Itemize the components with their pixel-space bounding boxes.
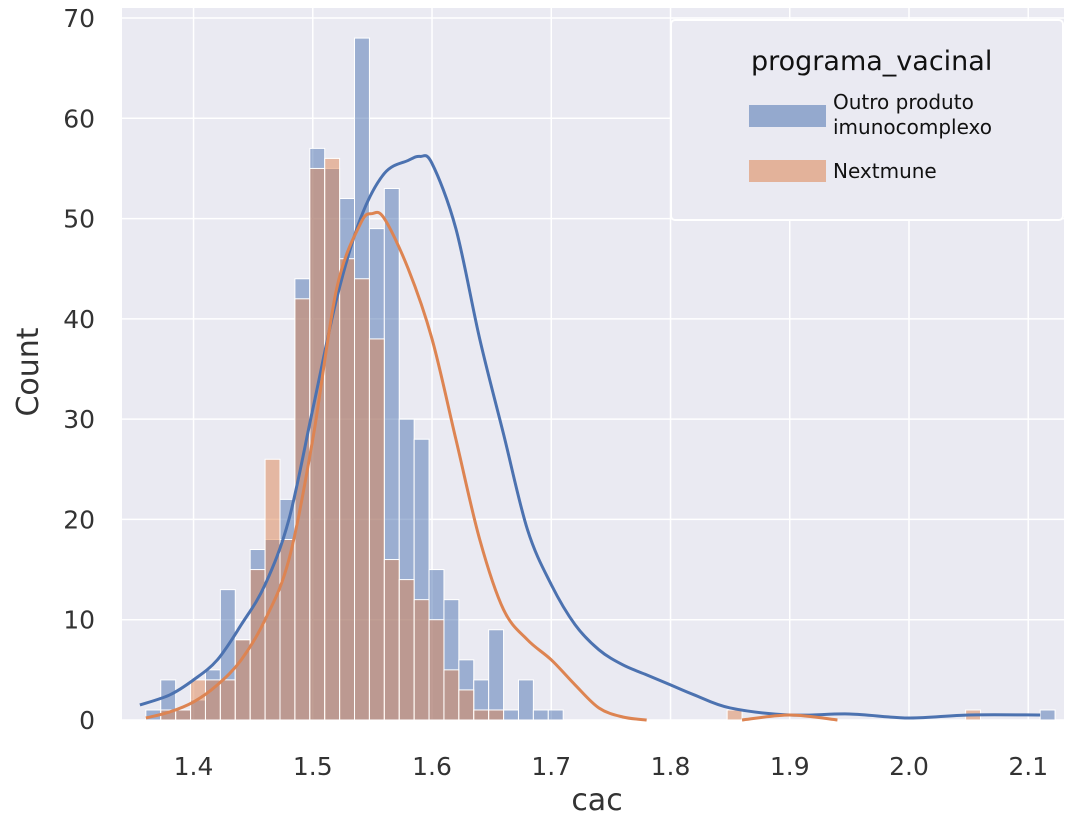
histogram-bar bbox=[398, 579, 415, 721]
y-tick-label: 30 bbox=[63, 405, 95, 434]
histogram-bar bbox=[354, 278, 370, 721]
histogram-bar bbox=[503, 709, 519, 721]
histogram-bar bbox=[339, 258, 356, 721]
legend-label: imunocomplexo bbox=[833, 115, 992, 139]
y-tick-label: 50 bbox=[63, 205, 95, 234]
x-tick-label: 1.8 bbox=[651, 752, 691, 781]
x-axis-label: cac bbox=[571, 783, 622, 815]
kde-line-series-2 bbox=[145, 210, 647, 722]
histogram-bar bbox=[175, 709, 192, 721]
x-tick-label: 1.9 bbox=[770, 752, 810, 781]
kde-line-series-1 bbox=[139, 154, 1041, 720]
x-tick-label: 2.1 bbox=[1008, 752, 1048, 781]
histogram-bar bbox=[517, 679, 534, 721]
kde-tail-series-2 bbox=[741, 713, 838, 722]
histogram-bar bbox=[547, 709, 564, 721]
histogram-bar bbox=[294, 298, 311, 721]
x-tick-labels: 1.4 1.5 1.6 1.7 1.8 1.9 2.0 2.1 bbox=[174, 752, 1048, 781]
x-tick-label: 2.0 bbox=[889, 752, 929, 781]
histogram-bar bbox=[458, 689, 475, 721]
histogram-bar bbox=[532, 709, 549, 721]
histogram-bar bbox=[368, 338, 385, 721]
y-tick-label: 0 bbox=[79, 706, 95, 735]
histogram-bar bbox=[428, 619, 445, 721]
histogram-bar bbox=[413, 599, 430, 721]
y-tick-labels: 0 10 20 30 40 50 60 70 bbox=[63, 4, 95, 735]
y-tick-label: 70 bbox=[63, 4, 95, 33]
histogram-bar bbox=[488, 629, 505, 721]
x-tick-label: 1.7 bbox=[531, 752, 571, 781]
histogram-bar bbox=[324, 157, 341, 721]
legend-title: programa_vacinal bbox=[751, 46, 992, 77]
histogram-bar bbox=[219, 679, 236, 721]
x-tick-label: 1.4 bbox=[174, 752, 214, 781]
y-tick-label: 40 bbox=[63, 305, 95, 334]
histogram-bar bbox=[488, 709, 505, 721]
legend-label: Nextmune bbox=[833, 159, 937, 183]
y-tick-label: 60 bbox=[63, 104, 95, 133]
histogram-bar bbox=[726, 709, 743, 721]
y-tick-label: 20 bbox=[63, 505, 95, 534]
legend-label: Outro produto bbox=[833, 90, 974, 114]
histogram-bar bbox=[383, 559, 400, 721]
legend-swatch bbox=[749, 160, 826, 182]
y-axis-label: Count bbox=[11, 327, 46, 416]
x-tick-label: 1.6 bbox=[412, 752, 452, 781]
x-tick-label: 1.5 bbox=[293, 752, 333, 781]
histogram-bar bbox=[1039, 709, 1056, 721]
histogram-bar bbox=[443, 669, 460, 721]
bars-series-2 bbox=[160, 157, 982, 721]
legend-swatch bbox=[749, 105, 826, 127]
legend: programa_vacinal Outro produtoimunocompl… bbox=[670, 19, 1064, 221]
y-tick-label: 10 bbox=[63, 606, 95, 635]
histogram-bar bbox=[473, 709, 490, 721]
